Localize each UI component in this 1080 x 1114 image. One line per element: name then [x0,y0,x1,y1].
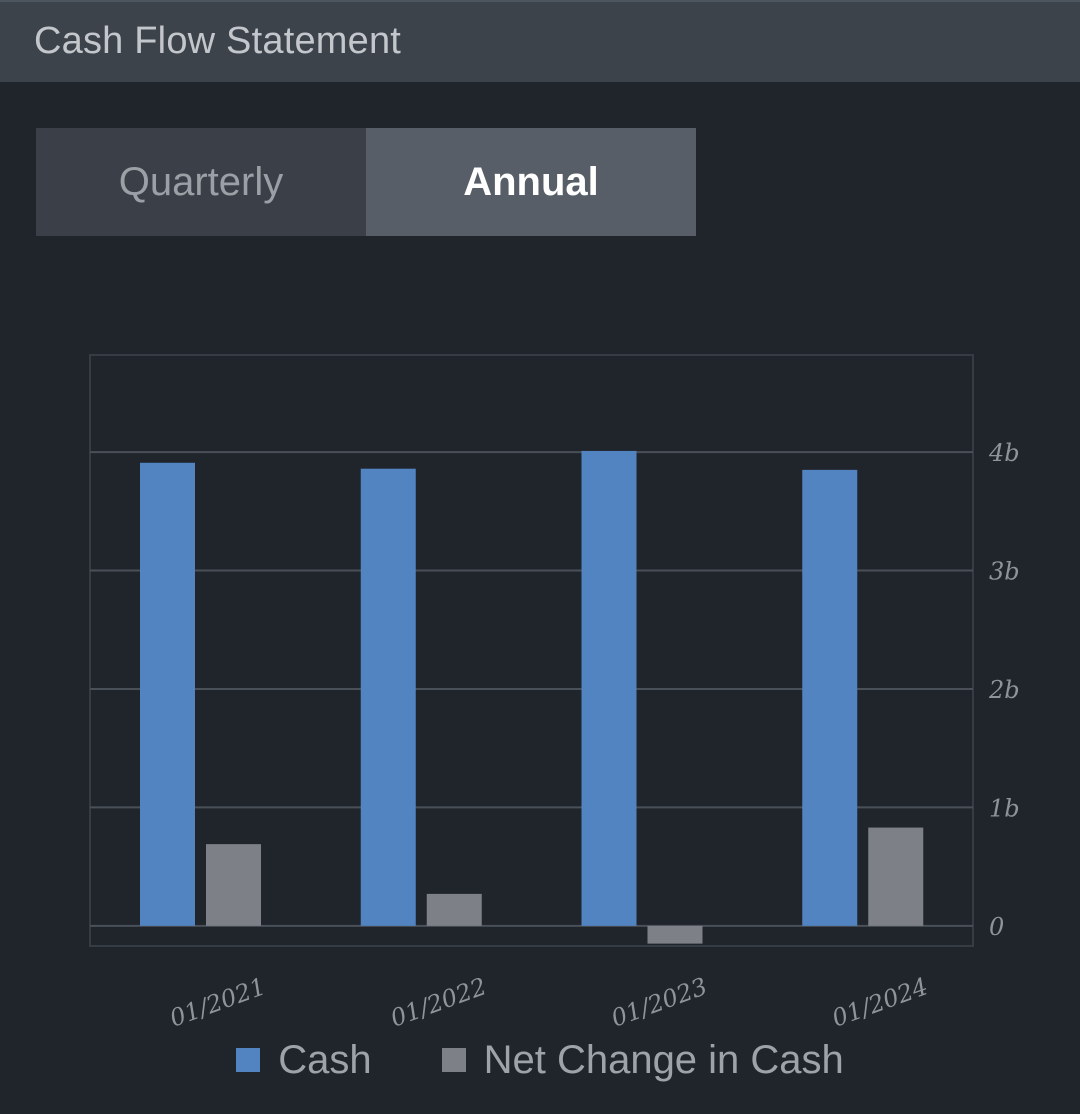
bar-cash [802,469,858,926]
x-tick-label: 01/2021 [166,972,269,1030]
x-tick-label: 01/2023 [608,972,711,1030]
legend-label-cash: Cash [278,1037,372,1082]
y-tick-label: 1b [989,794,1020,822]
y-tick-label: 3b [989,558,1020,586]
legend-swatch-net-change [441,1048,466,1072]
annual-button[interactable]: Annual [366,128,696,236]
bar-net-change [868,827,924,926]
x-tick-label: 01/2022 [387,972,490,1030]
plot-frame [89,354,974,947]
y-tick-label: 4b [988,439,1020,467]
bar-net-change [647,925,703,944]
legend-item-cash[interactable]: Cash [236,1037,372,1083]
legend-label-net-change: Net Change in Cash [483,1037,844,1082]
bar-net-change [206,844,261,926]
bar-cash [140,462,195,926]
x-tick-label: 01/2024 [828,972,931,1030]
cash-flow-chart: 0 1b 2b 3b 4b 01/2021 01/2022 01/2023 01/2024 [89,354,1020,1030]
bar-cash [360,468,416,926]
legend-item-net-change[interactable]: Net Change in Cash [441,1037,844,1083]
bar-net-change [426,893,482,926]
y-tick-label: 2b [988,676,1020,704]
quarterly-button[interactable]: Quarterly [36,128,366,236]
y-tick-label: 0 [989,913,1004,941]
page-title: Cash Flow Statement [34,20,402,62]
legend-swatch-cash [236,1048,261,1072]
period-toggle: Quarterly Annual [36,128,696,236]
chart-legend: Cash Net Change in Cash [0,1030,1080,1090]
header-bar: Cash Flow Statement [0,0,1080,82]
bar-cash [581,450,637,926]
